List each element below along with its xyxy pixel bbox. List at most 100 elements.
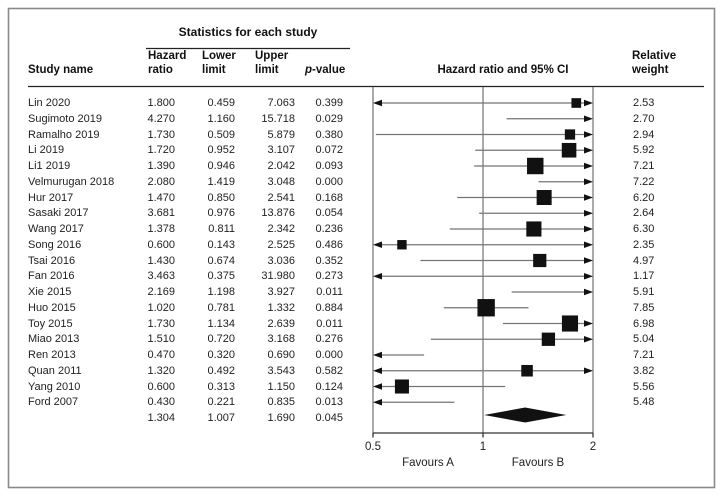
- column-header-relative-weight-line2: weight: [632, 64, 669, 76]
- p-value: 0.884: [315, 301, 343, 314]
- right-arrow-icon: [584, 162, 593, 170]
- relative-weight-value: 5.91: [633, 286, 655, 298]
- hazard-ratio-value: 0.600: [147, 238, 175, 251]
- right-arrow-icon: [584, 194, 593, 201]
- column-header-upper-limit-line2: limit: [255, 64, 279, 76]
- hazard-ratio-value: 1.730: [147, 317, 175, 330]
- lower-limit-value: 1.160: [207, 112, 235, 125]
- hazard-ratio-value: 1.730: [147, 128, 175, 141]
- upper-limit-value: 3.543: [267, 364, 295, 377]
- hr-square-marker: [521, 364, 533, 377]
- right-arrow-icon: [584, 99, 593, 107]
- hazard-ratio-value: 3.463: [147, 270, 175, 283]
- relative-weight-value: 2.64: [633, 207, 655, 220]
- relative-weight-value: 2.70: [633, 112, 655, 125]
- right-arrow-icon: [584, 115, 593, 123]
- column-header-upper-limit-line1: Upper: [255, 50, 289, 62]
- p-value: 0.000: [315, 175, 343, 188]
- relative-weight-value: 5.56: [633, 380, 655, 393]
- upper-limit-value: 2.541: [267, 191, 295, 204]
- study-name: Hur 2017: [28, 191, 74, 204]
- right-arrow-icon: [584, 257, 593, 264]
- summary-p-value: 0.045: [315, 412, 343, 424]
- upper-limit-value: 3.036: [267, 254, 295, 267]
- lower-limit-value: 0.313: [207, 380, 235, 393]
- right-arrow-icon: [584, 209, 593, 217]
- upper-limit-value: 2.639: [267, 317, 295, 330]
- study-name: Fan 2016: [28, 270, 75, 283]
- hazard-ratio-value: 1.430: [147, 254, 175, 267]
- study-name: Yang 2010: [28, 380, 81, 393]
- lower-limit-value: 0.720: [207, 333, 235, 346]
- column-header-lower-limit-line1: Lower: [202, 50, 236, 62]
- study-name: Quan 2011: [28, 364, 82, 377]
- right-arrow-icon: [584, 225, 593, 233]
- p-value: 0.582: [315, 364, 343, 377]
- hazard-ratio-value: 0.430: [147, 396, 175, 409]
- relative-weight-value: 7.21: [633, 349, 655, 361]
- hr-square-marker: [536, 190, 552, 205]
- relative-weight-value: 7.22: [633, 175, 655, 188]
- study-name: Tsai 2016: [28, 254, 76, 267]
- lower-limit-value: 0.320: [207, 349, 235, 361]
- relative-weight-value: 6.30: [633, 223, 655, 235]
- right-arrow-icon: [584, 320, 593, 327]
- hazard-ratio-value: 1.378: [147, 223, 175, 235]
- right-arrow-icon: [584, 335, 593, 343]
- relative-weight-value: 7.21: [633, 160, 655, 172]
- p-value: 0.013: [315, 396, 343, 409]
- upper-limit-value: 3.168: [267, 333, 295, 346]
- left-arrow-icon: [373, 383, 382, 390]
- study-name: Lin 2020: [28, 97, 71, 109]
- left-arrow-icon: [373, 351, 382, 359]
- relative-weight-value: 3.82: [633, 364, 655, 377]
- hazard-ratio-value: 1.020: [147, 301, 175, 314]
- upper-limit-value: 2.342: [267, 223, 295, 235]
- lower-limit-value: 0.221: [207, 396, 235, 409]
- p-value: 0.011: [316, 317, 343, 330]
- lower-limit-value: 1.134: [207, 317, 235, 330]
- p-value: 0.276: [315, 333, 343, 346]
- column-header-lower-limit-line2: limit: [202, 64, 226, 76]
- relative-weight-value: 5.04: [633, 333, 655, 346]
- study-name: Sugimoto 2019: [28, 112, 102, 125]
- upper-limit-value: 0.690: [267, 349, 295, 361]
- lower-limit-value: 0.850: [207, 191, 235, 204]
- study-name: Li1 2019: [28, 160, 71, 172]
- hazard-ratio-value: 1.390: [147, 160, 175, 172]
- stats-group-header: Statistics for each study: [178, 25, 318, 39]
- right-arrow-icon: [584, 367, 593, 375]
- upper-limit-value: 3.927: [267, 286, 295, 298]
- p-value: 0.168: [315, 191, 343, 204]
- lower-limit-value: 0.459: [207, 97, 235, 109]
- hr-square-marker: [397, 240, 407, 250]
- lower-limit-value: 1.198: [207, 286, 235, 298]
- column-header-p-rest: -value: [312, 64, 346, 76]
- p-value: 0.399: [315, 97, 343, 109]
- p-value: 0.380: [315, 128, 343, 141]
- column-header-p-value: p-value: [305, 63, 345, 77]
- left-arrow-icon: [373, 272, 382, 280]
- lower-limit-value: 0.976: [207, 207, 235, 220]
- summary-diamond-marker: [484, 407, 567, 423]
- lower-limit-value: 0.492: [207, 364, 235, 377]
- x-tick-label: 1: [479, 441, 487, 453]
- lower-limit-value: 1.419: [207, 175, 235, 188]
- favours-a-label: Favours A: [402, 457, 454, 469]
- study-name: Ford 2007: [28, 396, 79, 409]
- upper-limit-value: 13.876: [261, 207, 295, 220]
- study-name: Li 2019: [28, 144, 65, 157]
- hr-square-marker: [561, 142, 577, 158]
- p-value: 0.486: [315, 238, 343, 251]
- lower-limit-value: 0.143: [207, 238, 235, 251]
- hazard-ratio-value: 1.470: [147, 191, 175, 204]
- p-value: 0.273: [315, 270, 343, 283]
- left-arrow-icon: [373, 398, 382, 406]
- lower-limit-value: 0.811: [208, 223, 235, 235]
- p-value: 0.352: [315, 254, 343, 267]
- relative-weight-value: 4.97: [633, 254, 655, 267]
- relative-weight-value: 6.98: [633, 317, 655, 330]
- lower-limit-value: 0.375: [207, 270, 235, 283]
